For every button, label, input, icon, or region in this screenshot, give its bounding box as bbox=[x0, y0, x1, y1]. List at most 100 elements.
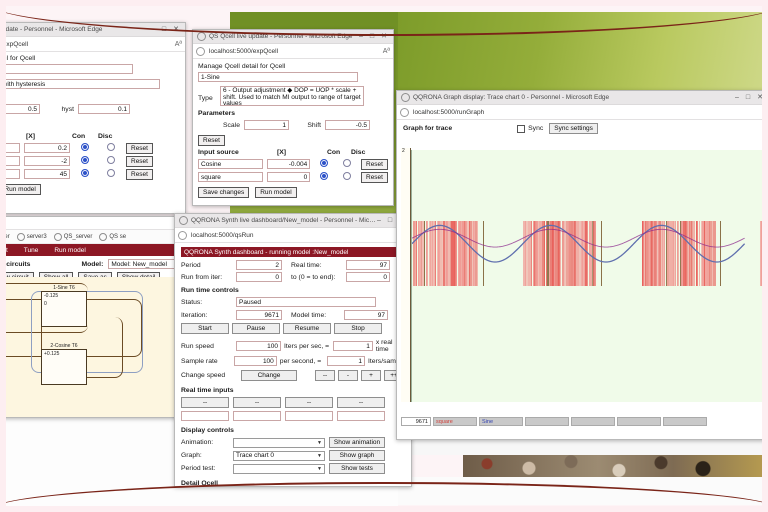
disc-radio[interactable] bbox=[338, 158, 357, 170]
type-select[interactable]: 1 - Binary with hysteresis bbox=[0, 79, 160, 89]
sync-settings-button[interactable]: Sync settings bbox=[549, 123, 598, 134]
address-bar[interactable]: localhost:5000/qsRun Aª bbox=[175, 228, 411, 243]
con-radio[interactable] bbox=[74, 155, 96, 167]
maximize-icon[interactable]: □ bbox=[387, 217, 393, 224]
maximize-icon[interactable]: □ bbox=[369, 33, 375, 40]
row-reset-button[interactable]: Reset bbox=[126, 155, 153, 167]
hyst-input[interactable]: 0.1 bbox=[78, 104, 130, 114]
circuit-node[interactable]: 2-Cosine T6 +0.125 bbox=[41, 343, 87, 385]
read-aloud-icon[interactable]: Aª bbox=[382, 47, 390, 55]
realtime-input-button[interactable]: -- bbox=[181, 397, 229, 408]
source-x-input[interactable]: -0.004 bbox=[267, 159, 311, 169]
source-name-input[interactable]: square bbox=[198, 172, 264, 182]
animation-select[interactable]: ▼ bbox=[233, 437, 325, 448]
change-button[interactable]: Change bbox=[241, 370, 297, 381]
source-x-input[interactable]: 0 bbox=[267, 172, 311, 182]
read-aloud-icon[interactable]: Aª bbox=[174, 40, 182, 48]
reset-button[interactable]: Reset bbox=[198, 135, 225, 146]
save-changes-button[interactable]: Save changes bbox=[198, 187, 250, 198]
address-bar[interactable]: localhost:5000/expQcell Aª bbox=[0, 37, 185, 52]
menu-item[interactable]: Tune bbox=[23, 246, 39, 254]
bookmark-item[interactable]: server bbox=[0, 233, 10, 240]
close-icon[interactable]: ✕ bbox=[757, 94, 763, 101]
legend-cell[interactable]: square bbox=[433, 417, 477, 426]
disc-radio[interactable] bbox=[100, 142, 122, 154]
show-animation-button[interactable]: Show animation bbox=[329, 437, 385, 448]
realtime-input-field[interactable] bbox=[285, 411, 333, 421]
plot-area[interactable] bbox=[411, 150, 768, 402]
window-synth-dashboard[interactable]: QQRONA Synth live dashboard/New_model - … bbox=[174, 213, 412, 487]
realtime-input-field[interactable] bbox=[181, 411, 229, 421]
menu-item[interactable]: Run model bbox=[54, 246, 86, 254]
realtime-input-button[interactable]: -- bbox=[337, 397, 385, 408]
realtime-input-button[interactable]: -- bbox=[285, 397, 333, 408]
close-icon[interactable]: ✕ bbox=[381, 33, 387, 40]
row-reset-button[interactable]: Reset bbox=[361, 171, 388, 183]
row-reset-button[interactable]: Reset bbox=[361, 158, 388, 170]
titlebar[interactable]: QQRONA Synth live dashboard/New_model - … bbox=[175, 214, 411, 228]
legend-cell[interactable] bbox=[525, 417, 569, 426]
legend-cell[interactable]: Sine bbox=[479, 417, 523, 426]
window-qcell-sine[interactable]: QS Qcell live update - Personnel - Micro… bbox=[192, 29, 394, 206]
circuit-canvas[interactable]: 0-square T1 +0.005 -0.02 0 1-Sine T6 -0.… bbox=[0, 277, 193, 417]
transport-resume-button[interactable]: Resume bbox=[283, 323, 331, 334]
qcell-name-input[interactable]: 0-square bbox=[0, 64, 133, 74]
speed-step-button[interactable]: -- bbox=[315, 370, 335, 381]
minimize-icon[interactable]: – bbox=[358, 33, 363, 40]
speed-step-button[interactable]: - bbox=[338, 370, 358, 381]
minimize-icon[interactable]: – bbox=[376, 217, 381, 224]
row-reset-button[interactable]: Reset bbox=[126, 168, 153, 180]
titlebar[interactable]: QQRONA Graph display: Trace chart 0 - Pe… bbox=[397, 91, 768, 105]
graph-area[interactable]: 2 9671 square Sine bbox=[397, 136, 768, 432]
bookmark-item[interactable]: QS se bbox=[99, 232, 126, 241]
menu-item[interactable]: Experiment bbox=[0, 246, 8, 254]
bookmark-item[interactable]: QS_server bbox=[53, 232, 92, 241]
source-name-input[interactable]: Cosine bbox=[198, 159, 264, 169]
transport-stop-button[interactable]: Stop bbox=[334, 323, 382, 334]
type-select[interactable]: 6 - Output adjustment ◆ DOP = UOP * scal… bbox=[220, 86, 364, 107]
run-speed-input[interactable]: 100 bbox=[236, 341, 281, 351]
disc-radio[interactable] bbox=[100, 168, 122, 180]
address-bar[interactable]: localhost:5000/expQcell Aª bbox=[193, 44, 393, 59]
sync-checkbox[interactable] bbox=[517, 124, 526, 133]
window-qcell-square[interactable]: QS Qcell live update - Personnel - Micro… bbox=[0, 22, 186, 214]
run-model-button[interactable]: Run model bbox=[255, 187, 297, 198]
con-radio[interactable] bbox=[74, 168, 96, 180]
graph-status-bar[interactable]: 9671 square Sine bbox=[401, 417, 767, 426]
qcell-name-input[interactable]: 1-Sine bbox=[198, 72, 358, 82]
con-radio[interactable] bbox=[74, 142, 96, 154]
address-bar[interactable]: 000/model/viewCcts bbox=[0, 217, 193, 230]
realtime-input-field[interactable] bbox=[233, 411, 281, 421]
source-name-input[interactable] bbox=[0, 169, 20, 179]
graph-select[interactable]: Trace chart 0 ▼ bbox=[233, 450, 325, 461]
minimize-icon[interactable]: – bbox=[734, 94, 739, 101]
source-name-input[interactable] bbox=[0, 143, 20, 153]
shift-input[interactable]: -0.5 bbox=[325, 120, 370, 130]
window-view-circuits[interactable]: 000/model/viewCcts Parametresserverserve… bbox=[0, 216, 194, 418]
legend-cell[interactable] bbox=[617, 417, 661, 426]
show-graph-button[interactable]: Show graph bbox=[329, 450, 385, 461]
address-bar[interactable]: localhost:5000/runGraph bbox=[397, 105, 768, 120]
legend-cell[interactable] bbox=[663, 417, 707, 426]
con-radio[interactable] bbox=[314, 171, 333, 183]
speed-step-button[interactable]: + bbox=[361, 370, 381, 381]
app-menubar[interactable]: ...mentExperimentTuneRun model bbox=[0, 244, 193, 256]
threshold-input[interactable]: 0.5 bbox=[0, 104, 40, 114]
legend-cell[interactable] bbox=[571, 417, 615, 426]
transport-start-button[interactable]: Start bbox=[181, 323, 229, 334]
realtime-input-button[interactable]: -- bbox=[233, 397, 281, 408]
source-name-input[interactable]: ...re bbox=[0, 156, 20, 166]
to-end-input[interactable]: 0 bbox=[346, 272, 390, 282]
disc-radio[interactable] bbox=[100, 155, 122, 167]
window-graph-display[interactable]: QQRONA Graph display: Trace chart 0 - Pe… bbox=[396, 90, 768, 440]
circuit-node[interactable]: 1-Sine T6 -0.125 0 bbox=[41, 285, 87, 327]
disc-radio[interactable] bbox=[338, 171, 357, 183]
source-x-input[interactable]: 0.2 bbox=[24, 143, 70, 153]
scale-input[interactable]: 1 bbox=[244, 120, 289, 130]
sample-rate-input[interactable]: 100 bbox=[233, 356, 277, 366]
con-radio[interactable] bbox=[314, 158, 333, 170]
source-x-input[interactable]: -2 bbox=[24, 156, 70, 166]
run-model-button[interactable]: Run model bbox=[0, 184, 41, 195]
row-reset-button[interactable]: Reset bbox=[126, 142, 153, 154]
